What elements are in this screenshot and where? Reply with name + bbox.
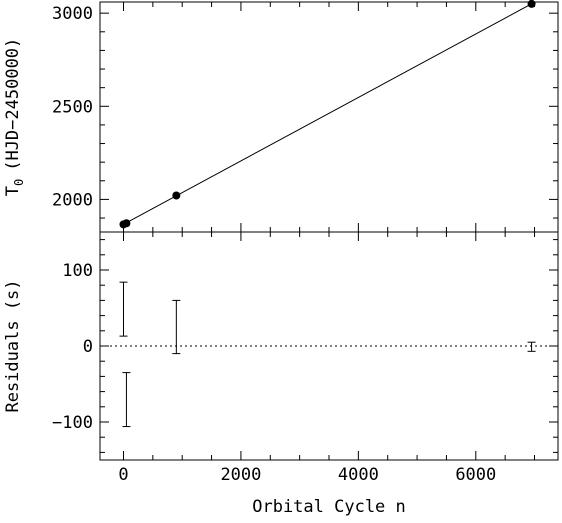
y-title-symbol: T bbox=[3, 186, 23, 196]
linear-fit-line bbox=[123, 3, 532, 225]
y-title-units: (HJD−2450000) bbox=[3, 38, 23, 171]
x-tick-label: 4000 bbox=[338, 465, 379, 485]
x-tick-label: 2000 bbox=[220, 465, 261, 485]
y-tick-label: 0 bbox=[83, 337, 93, 357]
residual-error-bar bbox=[122, 372, 131, 428]
residual-error-bar bbox=[527, 341, 536, 352]
x-tick-label: 0 bbox=[118, 465, 128, 485]
y-tick-label: 2500 bbox=[52, 97, 93, 117]
bottom-y-axis-title: Residuals (s) bbox=[3, 279, 23, 412]
x-tick-label: 6000 bbox=[455, 465, 496, 485]
x-axis-title: Orbital Cycle n bbox=[252, 497, 406, 517]
y-tick-label: 3000 bbox=[52, 4, 93, 24]
y-title-subscript: 0 bbox=[12, 179, 26, 186]
residual-error-bar bbox=[172, 299, 181, 355]
top-y-axis-title: T0 (HJD−2450000) bbox=[3, 38, 26, 197]
data-point bbox=[527, 0, 536, 8]
top-panel-frame bbox=[99, 1, 559, 233]
y-tick-label: −100 bbox=[52, 413, 93, 433]
data-point bbox=[172, 191, 181, 200]
y-tick-label: 2000 bbox=[52, 190, 93, 210]
bottom-panel-frame bbox=[99, 231, 559, 461]
data-point bbox=[122, 219, 131, 228]
y-tick-label: 100 bbox=[62, 261, 93, 281]
residual-error-bar bbox=[119, 281, 128, 337]
